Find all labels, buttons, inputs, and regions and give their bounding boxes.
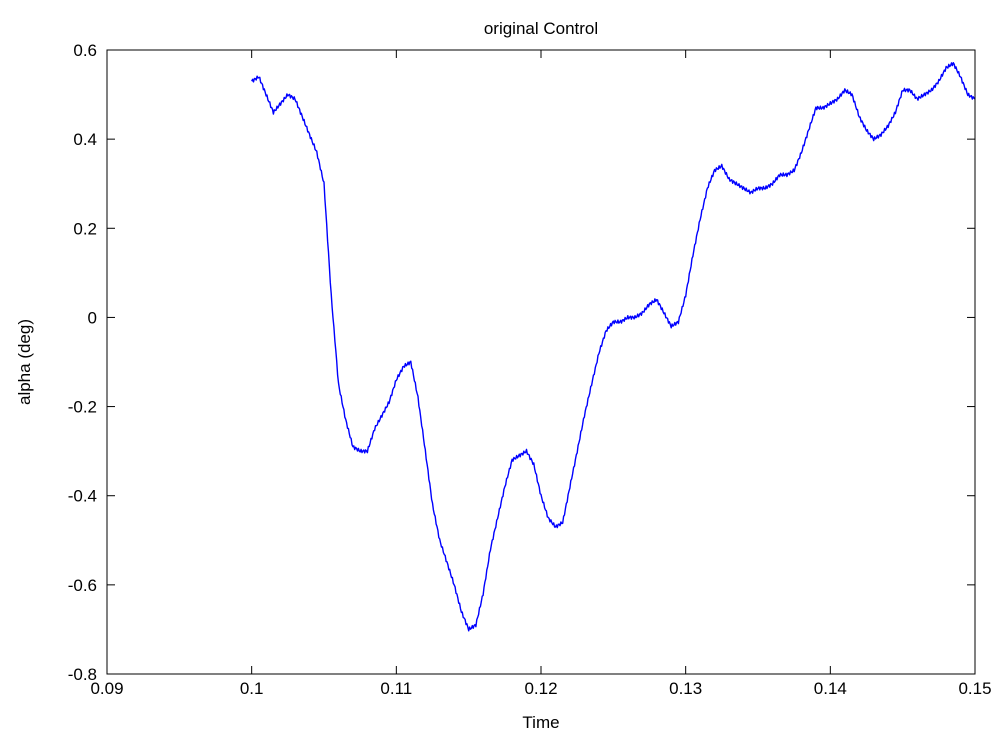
series-layer <box>251 62 976 632</box>
y-axis-ticks: -0.8 -0.6 -0.4 -0.2 0 0.2 0.4 0.6 <box>68 41 975 684</box>
x-tick-label: 0.13 <box>669 679 702 698</box>
y-tick-label: -0.2 <box>68 398 97 417</box>
x-tick-label: 0.14 <box>814 679 847 698</box>
x-tick-label: 0.09 <box>90 679 123 698</box>
y-tick-label: 0 <box>88 308 97 327</box>
x-axis-title: Time <box>522 713 559 732</box>
y-tick-label: -0.8 <box>68 665 97 684</box>
y-tick-label: 0.4 <box>73 130 97 149</box>
y-tick-label: 0.6 <box>73 41 97 60</box>
chart-title: original Control <box>484 19 598 38</box>
x-tick-label: 0.12 <box>524 679 557 698</box>
y-tick-label: -0.6 <box>68 576 97 595</box>
y-axis-title: alpha (deg) <box>15 319 34 405</box>
x-axis-ticks: 0.09 0.1 0.11 0.12 0.13 0.14 0.15 <box>90 50 992 698</box>
plot-area <box>107 50 975 674</box>
x-tick-label: 0.11 <box>380 679 412 698</box>
y-tick-label: -0.4 <box>68 487 97 506</box>
x-tick-label: 0.15 <box>958 679 991 698</box>
x-tick-label: 0.1 <box>240 679 264 698</box>
series-line-0 <box>251 62 976 632</box>
y-tick-label: 0.2 <box>73 219 97 238</box>
